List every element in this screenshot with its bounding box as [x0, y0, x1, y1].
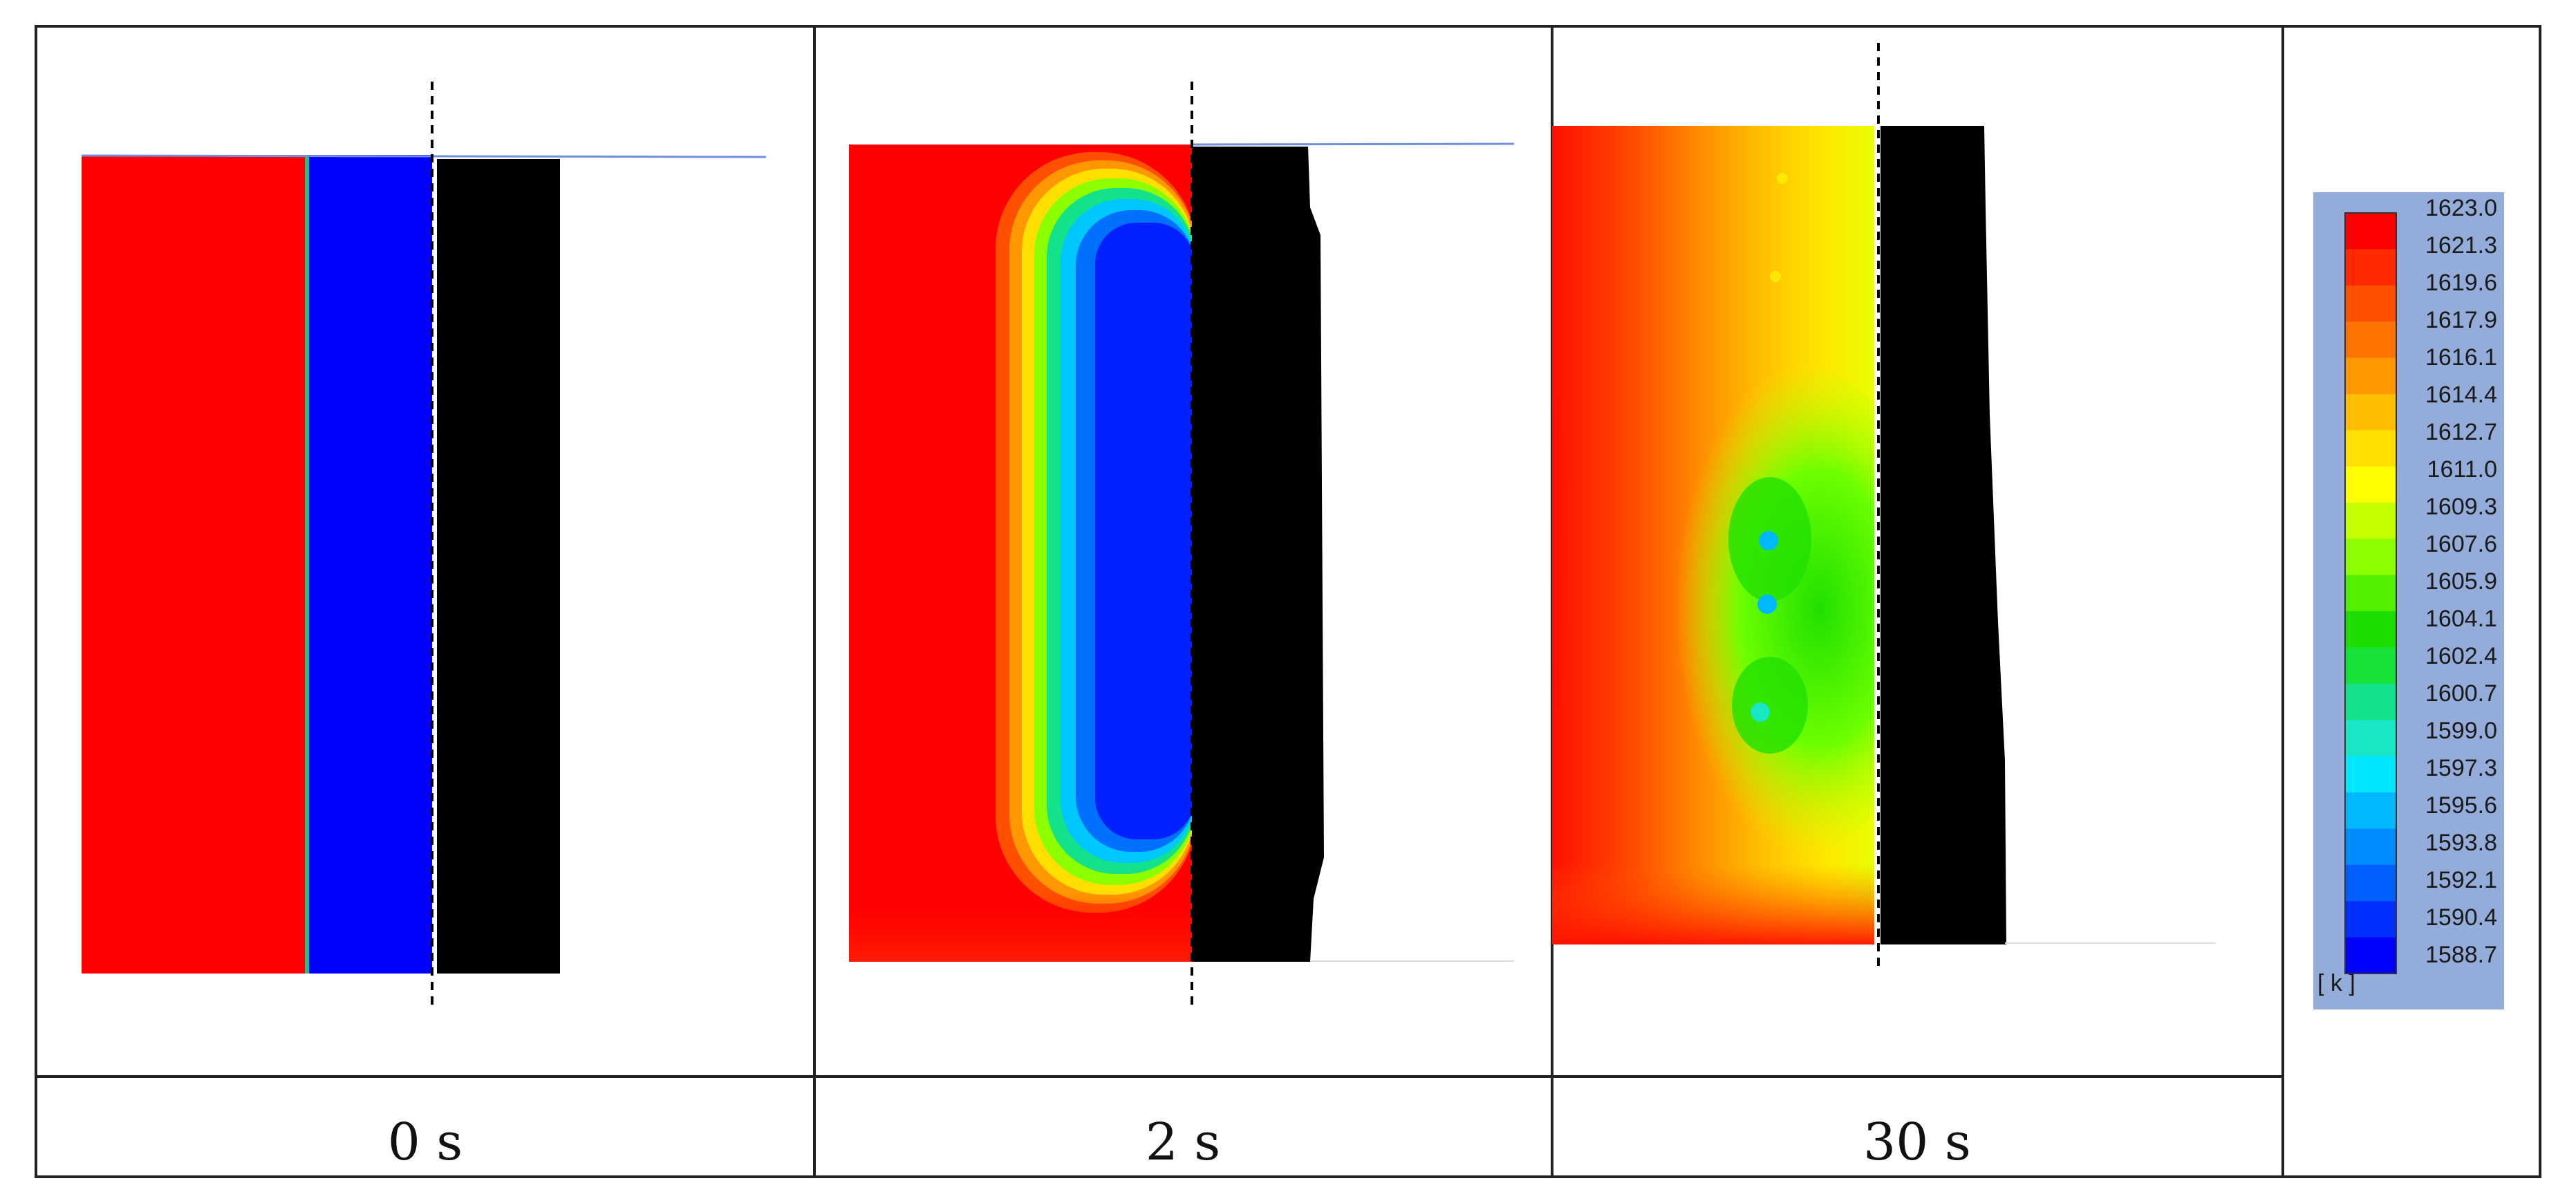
hot-region — [82, 155, 307, 974]
legend-tick-label: 1593.8 — [2425, 830, 2497, 856]
legend-tick-label: 1588.7 — [2425, 942, 2497, 968]
legend-swatch — [2345, 611, 2396, 649]
legend-swatch — [2345, 430, 2396, 467]
temperature-legend: 1623.0 1621.3 1619.6 1617.9 1616.1 1614.4 1612… — [2313, 192, 2504, 1009]
legend-swatch — [2345, 901, 2396, 938]
legend-tick-label: 1612.7 — [2425, 419, 2497, 445]
legend-tick-label: 1609.3 — [2425, 494, 2497, 520]
legend-swatch — [2345, 720, 2396, 757]
legend-swatch — [2345, 792, 2396, 829]
panel-0s-field — [81, 82, 767, 1006]
legend-tick-label: 1602.4 — [2425, 643, 2497, 669]
solid-region — [1192, 147, 1324, 962]
legend-tick-label: 1600.7 — [2425, 680, 2497, 707]
table-frame — [35, 25, 2541, 1178]
legend-labels: 1623.0 1621.3 1619.6 1617.9 1616.1 1614.4 1612… — [2425, 195, 2497, 968]
solid-region — [437, 159, 560, 974]
legend-tick-label: 1605.9 — [2425, 568, 2497, 595]
legend-swatch — [2345, 249, 2396, 286]
legend-tick-label: 1611.0 — [2427, 456, 2497, 483]
legend-swatch — [2345, 357, 2396, 395]
legend-tick-label: 1619.6 — [2425, 270, 2497, 296]
legend-swatch — [2345, 213, 2396, 250]
legend-swatch — [2345, 575, 2396, 612]
legend-swatch — [2345, 503, 2396, 539]
legend-tick-label: 1590.4 — [2425, 904, 2497, 931]
legend-swatch — [2345, 466, 2396, 503]
legend-tick-label: 1592.1 — [2425, 867, 2497, 893]
legend-tick-label: 1607.6 — [2425, 531, 2497, 557]
legend-swatch — [2345, 393, 2396, 431]
legend-tick-label: 1599.0 — [2425, 718, 2497, 744]
cold-region — [309, 155, 432, 974]
panel-30s-field — [1552, 43, 2216, 968]
legend-swatch — [2345, 683, 2396, 720]
legend-swatch — [2345, 828, 2396, 866]
interface-line — [305, 155, 309, 974]
legend-tick-label: 1621.3 — [2425, 232, 2497, 259]
legend-swatch — [2345, 322, 2396, 359]
legend-colorbar-frame — [2344, 212, 2397, 974]
legend-swatch — [2345, 937, 2396, 974]
caption-0s: 0 s — [388, 1112, 463, 1172]
solid-region — [1880, 126, 2006, 944]
panel-2s-field — [849, 82, 1515, 1006]
legend-swatch — [2345, 756, 2396, 793]
legend-tick-label: 1604.1 — [2425, 606, 2497, 632]
caption-30s: 30 s — [1863, 1112, 1971, 1172]
legend-tick-label: 1614.4 — [2425, 382, 2497, 408]
surface-line — [1191, 142, 1515, 146]
caption-2s: 2 s — [1146, 1112, 1221, 1172]
legend-swatch — [2345, 285, 2396, 322]
legend-unit-label: [ k ] — [2317, 970, 2355, 996]
legend-swatches — [2344, 212, 2397, 974]
legend-tick-label: 1595.6 — [2425, 792, 2497, 819]
legend-swatch — [2345, 539, 2396, 576]
legend-tick-label: 1616.1 — [2425, 344, 2497, 371]
legend-swatch — [2345, 864, 2396, 902]
surface-line — [81, 154, 767, 158]
legend-swatch — [2345, 647, 2396, 685]
legend-tick-label: 1597.3 — [2425, 755, 2497, 781]
legend-tick-label: 1623.0 — [2425, 195, 2497, 221]
legend-tick-label: 1617.9 — [2425, 307, 2497, 333]
